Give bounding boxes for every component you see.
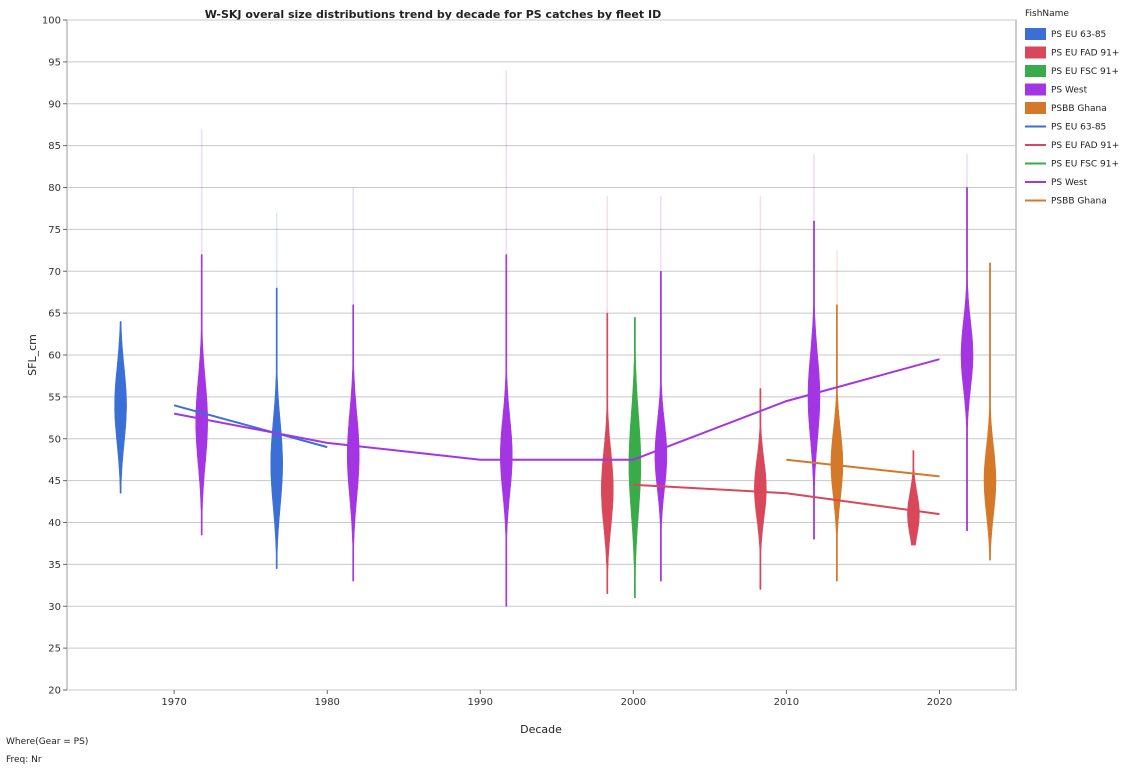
legend-label: PS EU FSC 91+ [1051,160,1119,170]
y-tick-label: 65 [48,309,61,320]
legend-label: PS EU FSC 91+ [1051,67,1119,77]
x-tick-label: 2020 [927,697,952,708]
violin-ps-eu-fad-91- [601,312,614,594]
y-tick-label: 95 [48,57,61,68]
x-tick-label: 2010 [774,697,799,708]
y-tick-label: 90 [48,99,61,110]
freq-note: Freq: Nr [6,755,42,765]
violin-ps-eu-fad-91- [907,450,920,546]
legend-label: PS EU FAD 91+ [1051,141,1119,151]
y-tick-label: 50 [48,434,61,445]
violin-ps-west [195,254,208,536]
legend-label: PS EU FAD 91+ [1051,49,1119,59]
legend-label: PS EU 63-85 [1051,30,1106,40]
trend-line-ps-eu-fad-91- [633,483,940,516]
y-axis-label: SFL_cm [26,334,39,376]
x-tick-label: 1980 [314,697,339,708]
x-tick-label: 2000 [621,697,646,708]
violin-ps-west [500,254,513,607]
violin-ps-eu-fad-91- [754,388,767,590]
y-tick-label: 45 [48,476,61,487]
legend-label: PS West [1051,178,1088,188]
y-tick-label: 100 [42,16,61,27]
violin-ps-west [654,271,668,582]
y-axis: 20 25 30 35 40 45 50 55 60 65 70 75 80 85 90 95 100 [42,16,67,697]
violin-ps-west [960,187,974,532]
violin-ps-eu-63-85 [270,287,283,569]
legend-label: PSBB Ghana [1051,197,1107,207]
y-tick-label: 25 [48,644,61,655]
trend-line-psbb-ghana [786,458,940,478]
violin-ps-west [346,304,360,582]
legend-swatch [1025,83,1046,96]
y-tick-label: 75 [48,225,61,236]
violins [114,70,997,607]
x-tick-label: 1990 [468,697,493,708]
legend-swatch [1025,65,1046,77]
y-tick-label: 30 [48,602,61,613]
legend: FishName PS EU 63-85 PS EU FAD 91+ PS EU F… [1025,9,1119,207]
trend-lines [173,358,940,516]
legend-swatch [1025,102,1046,114]
violin-psbb-ghana [983,262,997,561]
trend-line-ps-eu-63-85 [173,404,328,449]
x-axis-label: Decade [520,723,562,736]
y-tick-label: 55 [48,392,61,403]
y-tick-label: 80 [48,183,61,194]
y-tick-label: 40 [48,518,61,529]
grid [67,19,1016,691]
chart-title: W-SKJ overal size distributions trend by… [205,8,661,21]
y-tick-label: 70 [48,267,61,278]
legend-label: PSBB Ghana [1051,104,1107,114]
legend-swatch [1025,28,1046,40]
legend-swatch [1025,46,1046,59]
y-tick-label: 60 [48,351,61,362]
y-tick-label: 85 [48,141,61,152]
legend-label: PS West [1051,86,1088,96]
violin-ps-eu-fsc-91- [628,317,642,599]
trend-line-ps-west [173,358,940,461]
x-tick-label: 1970 [161,697,186,708]
violin-ps-west [807,220,821,540]
filter-note: Where(Gear = PS) [6,737,89,747]
y-tick-label: 35 [48,560,61,571]
y-tick-label: 20 [48,686,61,697]
violin-ps-eu-63-85 [114,321,127,494]
legend-label: PS EU 63-85 [1051,123,1106,133]
violin-psbb-ghana [830,304,844,582]
x-axis: 1970 1980 1990 2000 2010 2020 [161,690,952,708]
legend-title: FishName [1025,9,1069,19]
